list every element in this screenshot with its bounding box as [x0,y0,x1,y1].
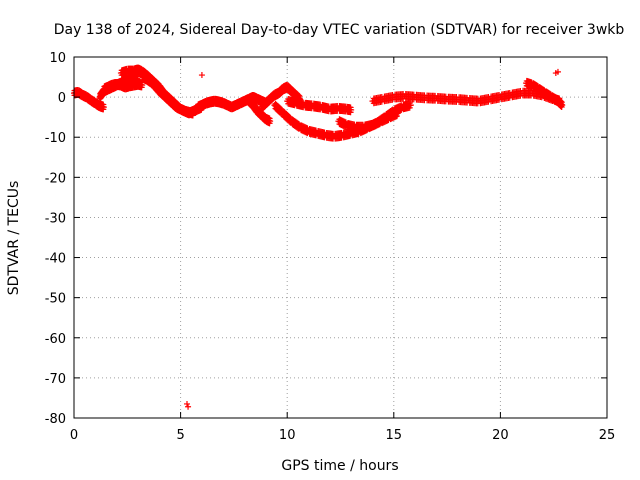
data-point [407,102,414,109]
series-arc-10h-shelf [284,95,355,116]
data-point [183,400,190,407]
x-tick-label: 10 [279,428,296,443]
series-arc-early [71,86,107,113]
axis-ticks: 10 0 -10 -20 -30 -40 -50 -60 -70 -80 0 5 10 15 20 25 [45,51,616,443]
data-point [348,106,355,113]
data-point [185,403,192,410]
series-arc-second-descent [139,71,197,119]
data-point [286,113,293,120]
series-arc-late-rise [522,77,566,111]
plot-frame [73,56,608,419]
y-tick-label: -70 [45,372,66,387]
y-tick-label: -30 [45,211,66,226]
y-tick-label: -80 [45,412,66,427]
x-tick-label: 15 [386,428,403,443]
data-point [294,120,301,127]
data-point [267,118,274,125]
x-tick-label: 0 [70,428,78,443]
series-arc-dip-9h [245,96,274,127]
grid-lines [74,57,607,418]
y-tick-label: -20 [45,171,66,186]
data-point [190,110,197,117]
y-tick-label: 0 [58,91,66,106]
data-point [559,102,566,109]
series-arc-afternoon [369,87,564,107]
y-tick-label: -50 [45,292,66,307]
series-arc-trough-inner [335,108,402,133]
y-axis-label: SDTVAR / TECUs [6,181,22,296]
data-points [71,64,566,410]
x-tick-label: 20 [492,428,509,443]
data-point [554,68,561,75]
y-tick-label: -10 [45,131,66,146]
data-point [395,110,402,117]
chart-title: Day 138 of 2024, Sidereal Day-to-day VTE… [54,22,625,38]
y-tick-label: -60 [45,332,66,347]
series-arc-lower-band [100,78,146,95]
x-axis-label: GPS time / hours [281,458,398,474]
y-tick-label: 10 [49,51,66,66]
x-tick-label: 25 [599,428,616,443]
data-point [139,82,146,89]
data-point [100,104,107,111]
series-isolated-points [183,68,561,410]
data-point [277,105,284,112]
y-tick-label: -40 [45,252,66,267]
series-arc-bump-9h [258,81,303,113]
data-point [198,72,205,79]
x-tick-label: 5 [176,428,184,443]
series-arc-trough [271,99,414,142]
